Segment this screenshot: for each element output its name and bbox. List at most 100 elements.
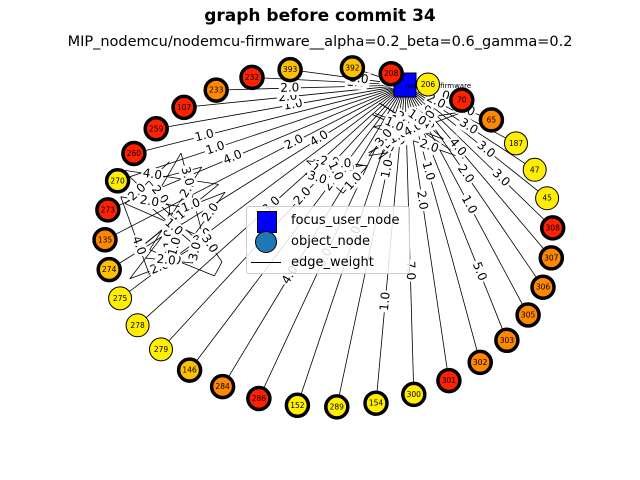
edge-label-background	[202, 138, 228, 159]
node-circle[interactable]	[277, 56, 303, 83]
object-node[interactable]: 308	[539, 215, 566, 241]
node-label: 107	[177, 103, 192, 112]
node-circle[interactable]	[538, 245, 565, 271]
node-circle[interactable]	[246, 385, 272, 412]
node-label: 259	[149, 124, 164, 133]
node-circle[interactable]	[504, 131, 528, 156]
legend-object-label: object_node	[291, 234, 371, 249]
node-circle[interactable]	[378, 60, 404, 87]
object-node[interactable]: 187	[504, 131, 528, 156]
object-node[interactable]: 302	[467, 349, 493, 376]
node-circle[interactable]	[530, 274, 556, 300]
object-node[interactable]: 259	[143, 116, 169, 142]
node-circle[interactable]	[436, 367, 462, 394]
edge-weight-label: 3.0	[186, 240, 204, 262]
node-circle[interactable]	[416, 72, 440, 97]
edge-weight-label: 2.0	[139, 193, 160, 210]
node-circle[interactable]	[171, 94, 197, 121]
object-node[interactable]: 303	[494, 327, 520, 354]
edge-weight-label: 2.0	[280, 80, 299, 95]
node-circle[interactable]	[176, 357, 203, 383]
object-node[interactable]: 260	[121, 140, 147, 167]
object-node[interactable]: 65	[478, 107, 505, 133]
node-circle[interactable]	[104, 168, 131, 194]
node-circle[interactable]	[401, 381, 427, 408]
object-node[interactable]: 47	[522, 157, 547, 182]
edge-label-background	[453, 160, 478, 188]
object-node[interactable]: 233	[203, 77, 229, 103]
object-node[interactable]: 273	[95, 197, 121, 223]
object-node[interactable]: 289	[324, 394, 350, 420]
legend: focus_user_node object_node edge_weight	[246, 206, 410, 274]
node-circle[interactable]	[535, 186, 560, 211]
object-node[interactable]: 307	[538, 245, 565, 271]
node-circle[interactable]	[121, 140, 147, 167]
edge-weight-label: 4.0	[129, 234, 149, 257]
object-node[interactable]: 286	[246, 385, 272, 412]
edge-weight-label: 2.0	[156, 252, 176, 268]
node-circle[interactable]	[108, 286, 133, 311]
object-node[interactable]: 45	[535, 186, 560, 211]
edge-label-background	[154, 252, 178, 269]
edge-weight-label: 1.0	[420, 160, 439, 182]
edge-label-background	[403, 105, 431, 130]
object-node[interactable]: 107	[171, 94, 197, 121]
object-node[interactable]: 305	[515, 302, 541, 328]
node-circle[interactable]	[324, 394, 350, 420]
node-circle[interactable]	[449, 87, 475, 113]
node-circle[interactable]	[363, 390, 389, 416]
edge-label-background	[192, 126, 217, 146]
object-node[interactable]: 152	[284, 392, 311, 419]
object-node[interactable]: 392	[339, 55, 366, 81]
node-circle[interactable]	[494, 327, 520, 354]
object-node[interactable]: 208	[378, 60, 404, 87]
node-circle[interactable]	[539, 215, 566, 241]
object-node[interactable]: 70	[449, 87, 475, 113]
object-node[interactable]: 270	[104, 168, 131, 194]
edge-label-background	[468, 258, 490, 285]
node-circle[interactable]	[522, 157, 547, 182]
node-circle[interactable]	[209, 373, 236, 400]
node-circle[interactable]	[339, 55, 366, 81]
object-node[interactable]: 278	[125, 313, 150, 338]
line-icon	[251, 262, 281, 263]
object-node[interactable]: 154	[363, 390, 389, 416]
node-label: 278	[130, 321, 145, 330]
node-label: 284	[215, 382, 230, 391]
edge-line	[108, 84, 406, 270]
edge-label-background	[413, 188, 431, 213]
object-node[interactable]: 284	[209, 373, 236, 400]
node-label: 393	[283, 65, 298, 74]
object-node[interactable]: 146	[176, 357, 203, 383]
object-node[interactable]: 393	[277, 56, 303, 83]
node-circle[interactable]	[143, 116, 169, 142]
node-circle[interactable]	[95, 197, 121, 223]
node-circle[interactable]	[125, 313, 150, 338]
node-circle[interactable]	[284, 392, 311, 419]
node-circle[interactable]	[478, 107, 505, 133]
object-node[interactable]: 206	[416, 72, 440, 97]
edge-label-background	[289, 183, 316, 209]
edge-label-background	[178, 195, 204, 217]
edge-weight-label: 3.0	[457, 115, 481, 137]
object-node[interactable]: 135	[92, 227, 118, 253]
object-node[interactable]: 279	[149, 337, 173, 362]
node-label: 135	[98, 235, 113, 244]
object-node[interactable]: 274	[96, 256, 122, 283]
node-label: 233	[209, 86, 224, 95]
node-circle[interactable]	[203, 77, 229, 103]
edge-label-background	[371, 125, 397, 151]
node-circle[interactable]	[239, 64, 265, 91]
object-node[interactable]: 232	[239, 64, 265, 91]
node-circle[interactable]	[467, 349, 493, 376]
object-node[interactable]: 275	[108, 286, 133, 311]
node-circle[interactable]	[515, 302, 541, 328]
edge-weight-label: 1.0	[204, 138, 227, 157]
node-circle[interactable]	[92, 227, 118, 253]
object-node[interactable]: 306	[530, 274, 556, 300]
edge-weight-label: 2.0	[199, 200, 222, 224]
node-circle[interactable]	[149, 337, 173, 362]
object-node[interactable]: 300	[401, 381, 427, 408]
object-node[interactable]: 301	[436, 367, 462, 394]
node-circle[interactable]	[96, 256, 122, 283]
